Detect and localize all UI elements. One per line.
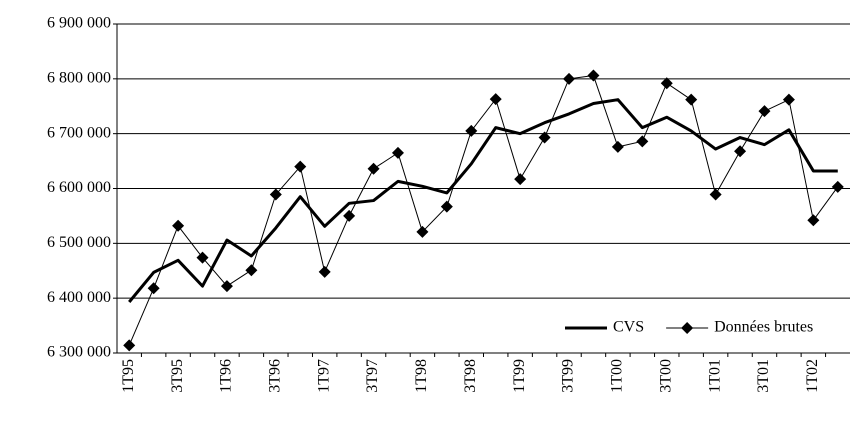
point <box>538 131 551 144</box>
point <box>391 146 404 159</box>
x-tick-label: 1T00 <box>609 359 626 393</box>
x-tick-label: 3T97 <box>364 359 381 393</box>
y-tick-label: 6 500 000 <box>47 234 111 251</box>
point <box>807 214 820 227</box>
point <box>831 180 844 193</box>
y-tick-label: 6 700 000 <box>47 124 111 141</box>
x-tick-label: 1T95 <box>120 359 137 393</box>
point <box>440 200 453 213</box>
y-tick-label: 6 300 000 <box>47 344 111 361</box>
point <box>563 72 576 85</box>
point <box>196 251 209 264</box>
x-tick-label: 3T95 <box>169 359 186 393</box>
point <box>758 105 771 118</box>
y-tick-label: 6 400 000 <box>47 289 111 306</box>
point <box>660 77 673 90</box>
x-tick-label: 3T01 <box>755 359 772 393</box>
point <box>636 135 649 148</box>
legend-marker <box>681 322 694 334</box>
point <box>294 160 307 173</box>
x-tick-label: 3T00 <box>657 359 674 393</box>
x-tick-label: 1T01 <box>706 359 723 393</box>
point <box>514 173 527 186</box>
series-line <box>128 98 838 303</box>
point <box>147 282 160 295</box>
point <box>734 145 747 158</box>
point <box>587 69 600 82</box>
point <box>367 162 380 175</box>
point <box>220 280 233 293</box>
x-tick-label: 3T99 <box>560 359 577 393</box>
legend-label: Données brutes <box>714 319 813 336</box>
x-tick-label: 1T02 <box>804 359 821 393</box>
point <box>465 124 478 137</box>
x-tick-label: 1T98 <box>413 359 430 393</box>
x-tick-label: 3T98 <box>462 359 479 393</box>
y-tick-label: 6 900 000 <box>47 15 111 32</box>
point <box>123 339 136 352</box>
y-tick-label: 6 800 000 <box>47 70 111 87</box>
series-line <box>128 75 839 346</box>
x-tick-label: 1T96 <box>218 359 235 393</box>
point <box>269 188 282 201</box>
point <box>343 209 356 222</box>
point <box>245 264 258 277</box>
point <box>782 93 795 106</box>
point <box>685 93 698 106</box>
point <box>489 93 502 106</box>
x-tick-label: 1T99 <box>511 359 528 393</box>
legend-label: CVS <box>613 319 644 336</box>
y-tick-label: 6 600 000 <box>47 179 111 196</box>
x-tick-label: 1T97 <box>315 359 332 393</box>
point <box>318 265 331 278</box>
x-tick-label: 3T96 <box>266 359 283 393</box>
point <box>611 140 624 153</box>
point <box>416 225 429 238</box>
point <box>172 219 185 232</box>
point <box>709 188 722 201</box>
